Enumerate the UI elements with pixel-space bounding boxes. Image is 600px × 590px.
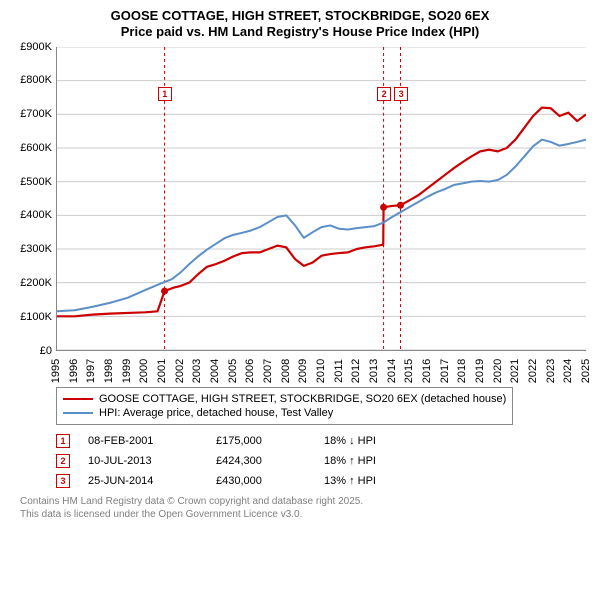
x-tick-label: 2001 [156,358,168,382]
attribution-line1: Contains HM Land Registry data © Crown c… [20,495,590,508]
transaction-row: 2 10-JUL-2013 £424,300 18% ↑ HPI [56,451,590,471]
attribution: Contains HM Land Registry data © Crown c… [20,495,590,521]
legend: GOOSE COTTAGE, HIGH STREET, STOCKBRIDGE,… [56,387,513,425]
x-tick-label: 2017 [439,358,451,382]
x-axis: 1995199619971998199920002001200220032004… [56,351,586,377]
legend-swatch [63,398,93,400]
title-line1: GOOSE COTTAGE, HIGH STREET, STOCKBRIDGE,… [10,8,590,24]
x-tick-label: 2002 [174,358,186,382]
transaction-delta: 13% ↑ HPI [324,475,414,487]
transaction-index: 3 [56,474,70,488]
legend-label: GOOSE COTTAGE, HIGH STREET, STOCKBRIDGE,… [99,393,506,405]
transaction-row: 3 25-JUN-2014 £430,000 13% ↑ HPI [56,471,590,491]
x-tick-label: 1999 [121,358,133,382]
x-tick-label: 1997 [85,358,97,382]
y-tick-label: £400K [20,209,52,221]
chart-container: GOOSE COTTAGE, HIGH STREET, STOCKBRIDGE,… [0,0,600,527]
x-tick-label: 2015 [403,358,415,382]
x-tick-label: 2021 [509,358,521,382]
event-marker: 3 [394,87,408,101]
transaction-row: 1 08-FEB-2001 £175,000 18% ↓ HPI [56,431,590,451]
event-marker: 1 [158,87,172,101]
transaction-date: 08-FEB-2001 [88,435,198,447]
chart-titles: GOOSE COTTAGE, HIGH STREET, STOCKBRIDGE,… [10,8,590,41]
x-tick-label: 1996 [68,358,80,382]
x-tick-label: 2022 [527,358,539,382]
x-tick-label: 2023 [545,358,557,382]
x-tick-label: 2016 [421,358,433,382]
x-tick-label: 2005 [227,358,239,382]
transaction-price: £175,000 [216,435,306,447]
x-tick-label: 2010 [315,358,327,382]
transaction-price: £424,300 [216,455,306,467]
plot: 1 23 [56,47,586,351]
x-tick-label: 2011 [333,359,345,383]
plot-area: £0 £100K £200K £300K £400K £500K £600K £700K £80… [10,47,590,377]
transactions-table: 1 08-FEB-2001 £175,000 18% ↓ HPI 2 10-JUL-201… [56,431,590,491]
x-tick-label: 2025 [580,358,592,382]
y-tick-label: £900K [20,41,52,53]
y-tick-label: £100K [20,311,52,323]
y-axis: £0£100K£200K£300K£400K£500K£600K£700K£80… [10,47,56,351]
transaction-index: 2 [56,454,70,468]
y-tick-label: £200K [20,277,52,289]
x-tick-label: 2004 [209,358,221,382]
x-tick-label: 1998 [103,358,115,382]
y-tick-label: £500K [20,176,52,188]
x-tick-label: 2014 [386,358,398,382]
x-tick-label: 2000 [138,358,150,382]
x-tick-label: 2018 [456,358,468,382]
transaction-date: 25-JUN-2014 [88,475,198,487]
transaction-delta: 18% ↓ HPI [324,435,414,447]
y-tick-label: £0 [40,345,52,357]
x-tick-label: 2012 [350,358,362,382]
transaction-delta: 18% ↑ HPI [324,455,414,467]
x-tick-label: 2009 [297,358,309,382]
transaction-price: £430,000 [216,475,306,487]
x-tick-label: 2019 [474,358,486,382]
x-tick-label: 2006 [244,358,256,382]
legend-label: HPI: Average price, detached house, Test… [99,407,333,419]
x-tick-label: 2024 [562,358,574,382]
legend-item: GOOSE COTTAGE, HIGH STREET, STOCKBRIDGE,… [63,392,506,406]
title-line2: Price paid vs. HM Land Registry's House … [10,24,590,40]
event-marker: 2 [377,87,391,101]
y-tick-label: £700K [20,108,52,120]
x-tick-label: 2007 [262,358,274,382]
x-tick-label: 2008 [280,358,292,382]
transaction-index: 1 [56,434,70,448]
y-tick-label: £600K [20,142,52,154]
plot-svg [57,47,586,350]
x-tick-label: 2020 [492,358,504,382]
x-tick-label: 1995 [50,358,62,382]
y-tick-label: £300K [20,243,52,255]
transaction-date: 10-JUL-2013 [88,455,198,467]
attribution-line2: This data is licensed under the Open Gov… [20,508,590,521]
x-tick-label: 2013 [368,358,380,382]
legend-swatch [63,412,93,414]
y-tick-label: £800K [20,74,52,86]
x-tick-label: 2003 [191,358,203,382]
legend-item: HPI: Average price, detached house, Test… [63,406,506,420]
